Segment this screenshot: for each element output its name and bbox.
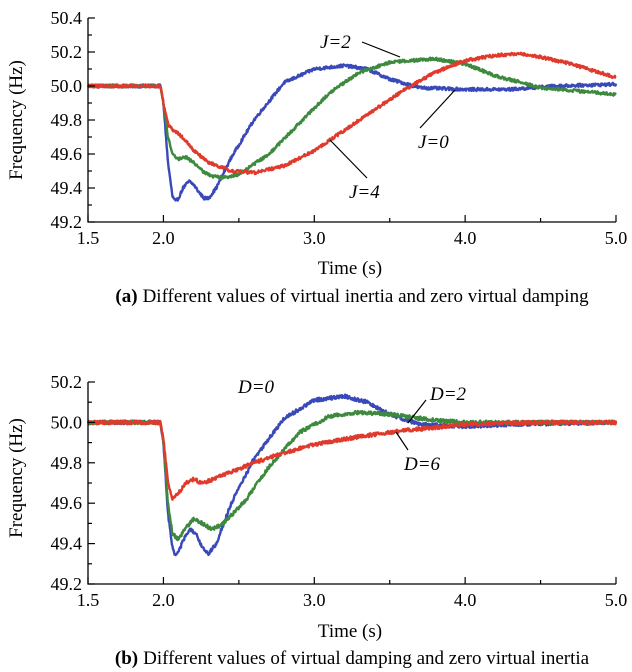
x-tick-label: 1.5 (77, 228, 100, 248)
chart-panel-a: 1.5 2.0 3.0 4.0 5.0 49.2 49.4 49.6 49.8 50.0 50.2 5… (6, 8, 627, 307)
x-tick-label: 3.0 (303, 228, 326, 248)
annotation-leader-b-d6 (395, 431, 409, 451)
caption-letter-a: (a) (115, 286, 137, 307)
y-tick-label: 50.0 (51, 76, 83, 96)
y-tick-label: 49.6 (51, 493, 83, 513)
x-tick-label: 1.5 (77, 590, 100, 610)
annotation-a-j2: J=2 (320, 32, 351, 53)
chart-panel-b: 1.5 2.0 3.0 4.0 5.049.249.449.649.850.050.2 … (6, 372, 627, 669)
y-tick-label: 49.6 (51, 144, 83, 164)
annotation-leader-b-d2 (407, 399, 427, 424)
plot-area-a: 1.5 2.0 3.0 4.0 5.0 49.2 49.4 49.6 49.8 50.0 50.2 5… (51, 8, 628, 248)
x-tick-label: 3.0 (303, 590, 326, 610)
y-tick-label: 50.4 (51, 8, 83, 28)
annotation-a-j4: J=4 (349, 182, 380, 203)
y-tick-label: 50.0 (51, 412, 83, 432)
x-tick-label: 5.0 (605, 228, 628, 248)
x-axis-label-a: Time (s) (318, 258, 382, 279)
caption-b: (b) Different values of virtual damping a… (115, 648, 590, 669)
caption-text-b: Different values of virtual damping and … (143, 648, 590, 669)
series-line-j2 (87, 56, 617, 180)
annotation-b-d6: D=6 (403, 454, 441, 475)
annotation-leader-a-j0 (419, 89, 456, 129)
annotation-a-j0: J=0 (418, 132, 449, 153)
y-tick-label: 50.2 (51, 372, 83, 392)
caption-letter-b: (b) (115, 648, 138, 669)
caption-a: (a) Different values of virtual inertia a… (115, 286, 589, 307)
x-tick-label: 4.0 (454, 590, 477, 610)
y-tick-label: 49.8 (51, 453, 83, 473)
y-axis-label-a: Frequency (Hz) (6, 60, 27, 180)
annotation-leader-a-j2 (361, 41, 401, 58)
y-tick-label: 49.8 (51, 110, 83, 130)
annotation-b-d2: D=2 (429, 384, 467, 405)
y-tick-label: 49.2 (51, 212, 83, 232)
y-tick-label: 50.2 (51, 42, 83, 62)
series-line-j4 (87, 51, 617, 176)
plot-area-b: 1.5 2.0 3.0 4.0 5.0 49.2 49.4 49.6 49.8 50.0 50.2 (51, 372, 628, 610)
x-axis-label-b: Time (s) (318, 621, 382, 642)
y-axis-label-b: Frequency (Hz) (6, 418, 27, 538)
x-tick-label: 2.0 (152, 590, 175, 610)
annotation-leader-a-j4 (329, 139, 368, 179)
series-line-j0 (86, 63, 618, 202)
y-tick-label: 49.4 (51, 178, 83, 198)
x-tick-label: 5.0 (605, 590, 628, 610)
x-tick-label: 2.0 (152, 228, 175, 248)
caption-text-a: Different values of virtual inertia and … (143, 286, 589, 307)
y-tick-label: 49.4 (51, 534, 83, 554)
x-tick-label: 4.0 (454, 228, 477, 248)
annotation-b-d0: D=0 (237, 377, 275, 398)
series-line-d6 (87, 419, 618, 501)
y-tick-label: 49.2 (51, 574, 83, 594)
